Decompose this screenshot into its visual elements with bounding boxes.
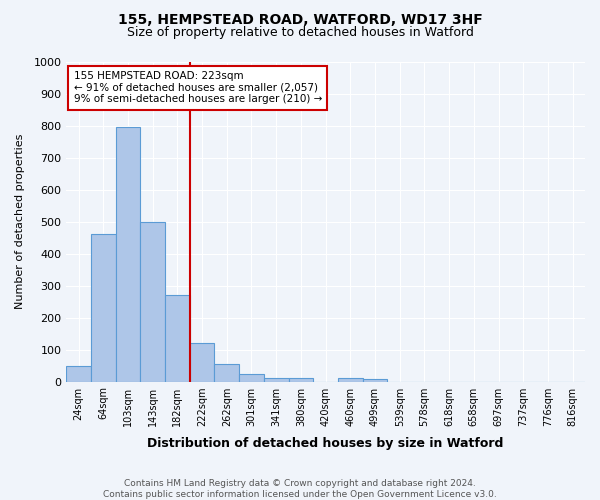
Text: Contains HM Land Registry data © Crown copyright and database right 2024.: Contains HM Land Registry data © Crown c…: [124, 479, 476, 488]
Bar: [116, 127, 140, 382]
X-axis label: Distribution of detached houses by size in Watford: Distribution of detached houses by size …: [148, 437, 504, 450]
Y-axis label: Number of detached properties: Number of detached properties: [15, 134, 25, 309]
Bar: [239, 374, 264, 382]
Text: 155, HEMPSTEAD ROAD, WATFORD, WD17 3HF: 155, HEMPSTEAD ROAD, WATFORD, WD17 3HF: [118, 12, 482, 26]
Bar: [338, 378, 362, 382]
Text: Size of property relative to detached houses in Watford: Size of property relative to detached ho…: [127, 26, 473, 39]
Text: 155 HEMPSTEAD ROAD: 223sqm
← 91% of detached houses are smaller (2,057)
9% of se: 155 HEMPSTEAD ROAD: 223sqm ← 91% of deta…: [74, 71, 322, 104]
Bar: [165, 295, 190, 382]
Bar: [362, 379, 388, 382]
Text: Contains public sector information licensed under the Open Government Licence v3: Contains public sector information licen…: [103, 490, 497, 499]
Bar: [91, 234, 116, 382]
Bar: [264, 378, 289, 382]
Bar: [66, 366, 91, 382]
Bar: [214, 364, 239, 382]
Bar: [190, 343, 214, 382]
Bar: [289, 378, 313, 382]
Bar: [140, 222, 165, 382]
